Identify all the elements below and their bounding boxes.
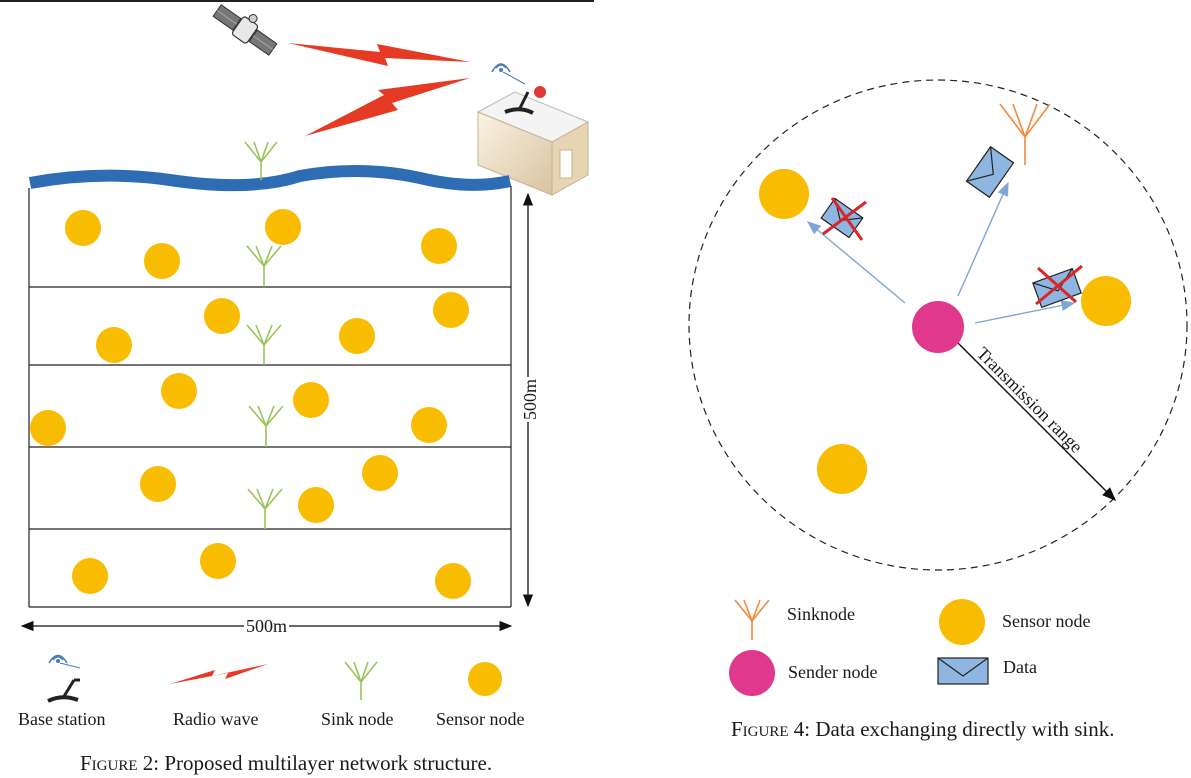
figure-2-caption-text: Proposed multilayer network structure. [159,751,493,775]
range-arrow [954,339,1116,501]
radio-wave-upper [288,43,470,66]
figure-2 [20,4,590,703]
sensor-node [411,407,447,443]
sensor-node [72,558,108,594]
legend-base-station-icon [47,654,81,703]
sensor-node [65,210,101,246]
legend-radio-wave-label: Radio wave [173,709,259,729]
data-envelope-blocked-icon [1032,264,1083,309]
transmission-arrow [806,221,906,304]
figure-4-caption: Figure 4: Data exchanging directly with … [731,717,1115,742]
figure-2-caption-prefix: Figure 2: [80,751,160,775]
width-label: 500m [244,616,290,637]
sensor-node [817,444,867,494]
height-label: 500m [520,376,541,422]
legend-data-label: Data [1003,657,1037,677]
legend-data-icon [937,657,989,685]
sensor-node [293,382,329,418]
figure-4-caption-text: Data exchanging directly with sink. [810,717,1115,741]
water-surface [28,164,512,192]
sink-antenna-icon [246,245,282,287]
legend-sink-node-label: Sink node [321,709,394,729]
legend-sensor-node-icon [468,662,502,696]
legend-sinknode-label: Sinknode [787,604,856,624]
transmission-arrow [957,181,1009,297]
layer-grid [28,186,512,608]
sensor-node [96,327,132,363]
sink-antenna-icon [999,103,1051,165]
sink-antenna-icon [246,324,282,365]
legend-radio-wave-icon [170,664,268,684]
sender-node [912,301,964,353]
sensor-node [200,543,236,579]
sensor-node [1081,276,1131,326]
legend-sink-node-icon [344,661,378,700]
legend-sinknode-icon [734,599,770,640]
legend-sender-node-icon [729,650,775,696]
transmission-arrow [974,300,1076,324]
data-envelope-icon [965,145,1015,199]
legend-sensor-node-icon [939,599,985,645]
sensor-node [339,318,375,354]
sensor-node [30,410,66,446]
sensor-node [433,292,469,328]
sink-antenna-icon [247,488,283,529]
sensor-node [144,243,180,279]
sink-antenna-icon [248,405,284,447]
transmission-range-circle [688,79,1188,571]
radio-wave-lower [305,78,470,136]
legend-sensor-node-label: Sensor node [436,709,525,729]
sensor-node [140,466,176,502]
figure-4 [688,79,1188,696]
figure-4-caption-prefix: Figure 4: [731,717,811,741]
legend-sensor-node-label-fig4: Sensor node [1002,611,1091,631]
satellite-icon [212,4,278,56]
sink-antenna-icon [244,141,278,180]
data-envelope-blocked-icon [820,197,867,241]
sensor-node [759,169,809,219]
sensor-node [161,373,197,409]
sensor-node [298,487,334,523]
sensor-node [362,455,398,491]
base-station-house [476,63,590,196]
legend-sender-node-label: Sender node [788,662,878,682]
figure-2-caption: Figure 2: Proposed multilayer network st… [80,751,492,776]
sensor-node [435,563,471,599]
legend-base-station-label: Base station [18,709,106,729]
sensor-node [265,209,301,245]
sensor-node [204,298,240,334]
sensor-node [421,228,457,264]
